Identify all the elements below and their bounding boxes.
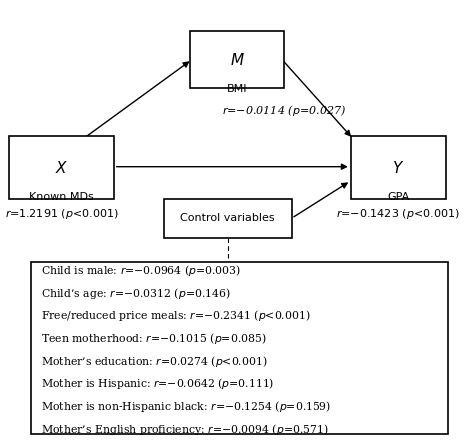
FancyBboxPatch shape [31, 262, 448, 434]
Text: $r$=1.2191 ($p$<0.001): $r$=1.2191 ($p$<0.001) [5, 207, 118, 221]
FancyBboxPatch shape [190, 31, 284, 88]
Text: $\mathit{Y}$: $\mathit{Y}$ [392, 160, 404, 176]
Text: Free/reduced price meals: $r$=−0.2341 ($p$<0.001): Free/reduced price meals: $r$=−0.2341 ($… [41, 308, 311, 323]
Text: Mother’s education: $r$=0.0274 ($p$<0.001): Mother’s education: $r$=0.0274 ($p$<0.00… [41, 354, 268, 369]
Text: BMI: BMI [227, 84, 247, 94]
Text: Mother’s English proficiency: $r$=−0.0094 ($p$=0.571): Mother’s English proficiency: $r$=−0.009… [41, 422, 328, 437]
Text: GPA: GPA [387, 192, 409, 202]
Text: Teen motherhood: $r$=−0.1015 ($p$=0.085): Teen motherhood: $r$=−0.1015 ($p$=0.085) [41, 331, 267, 346]
Text: $\mathit{X}$: $\mathit{X}$ [55, 160, 68, 176]
Text: $r$=−0.0114 ($p$=0.027): $r$=−0.0114 ($p$=0.027) [222, 103, 346, 118]
FancyBboxPatch shape [9, 136, 114, 199]
Text: Mother is non-Hispanic black: $r$=−0.1254 ($p$=0.159): Mother is non-Hispanic black: $r$=−0.125… [41, 399, 331, 414]
Text: Control variables: Control variables [180, 213, 275, 223]
Text: $\mathit{M}$: $\mathit{M}$ [229, 52, 245, 67]
Text: Child’s age: $r$=−0.0312 ($p$=0.146): Child’s age: $r$=−0.0312 ($p$=0.146) [41, 285, 231, 300]
Text: Known MDs: Known MDs [29, 192, 94, 202]
Text: Child is male: $r$=−0.0964 ($p$=0.003): Child is male: $r$=−0.0964 ($p$=0.003) [41, 263, 241, 278]
Text: Mother is Hispanic: $r$=−0.0642 ($p$=0.111): Mother is Hispanic: $r$=−0.0642 ($p$=0.1… [41, 376, 274, 391]
FancyBboxPatch shape [164, 199, 292, 238]
FancyBboxPatch shape [351, 136, 446, 199]
Text: $r$=−0.1423 ($p$<0.001): $r$=−0.1423 ($p$<0.001) [337, 207, 460, 221]
